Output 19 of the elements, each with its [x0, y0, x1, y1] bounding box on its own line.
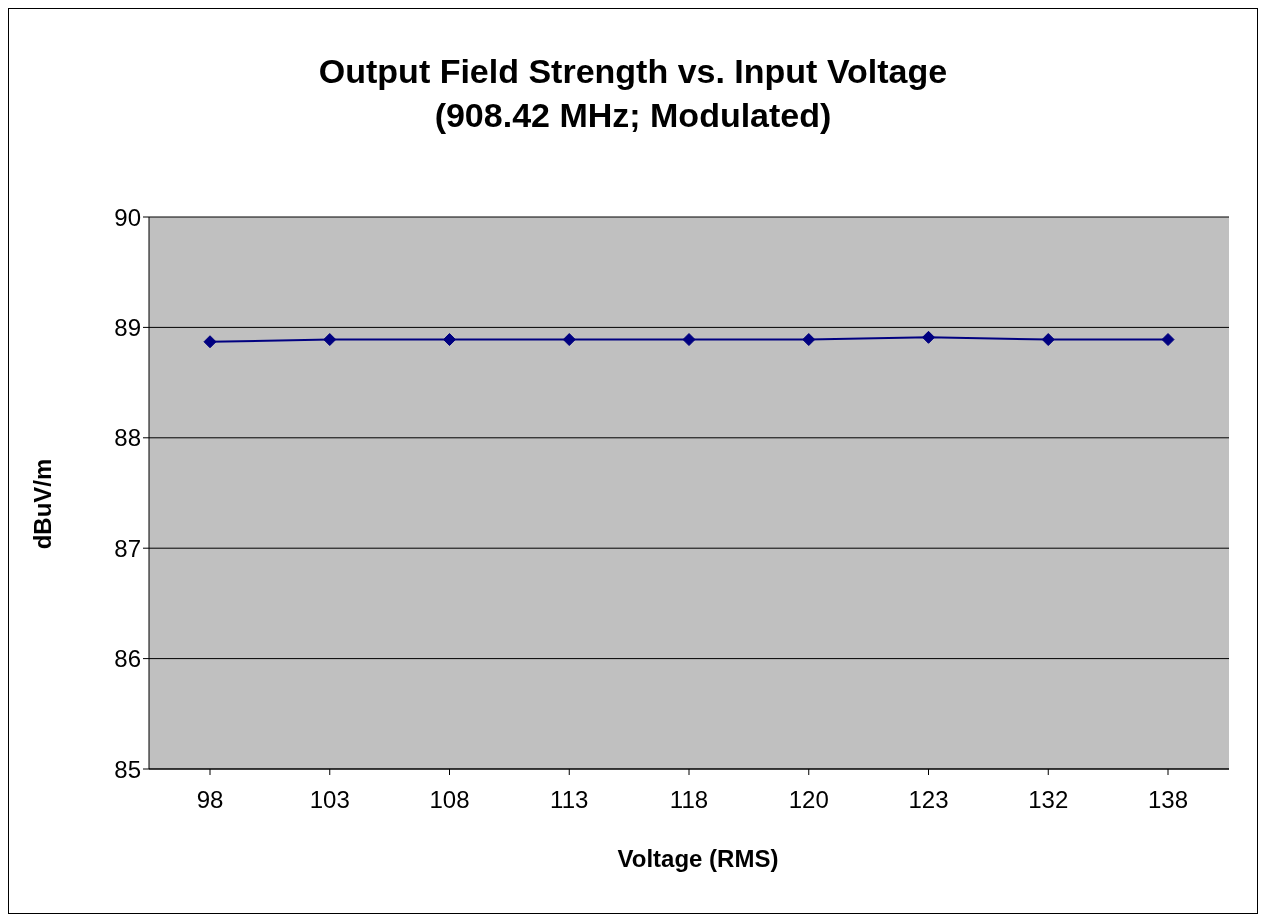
- y-tick-label: 87: [114, 534, 141, 562]
- y-axis-title: dBuV/m: [29, 458, 57, 550]
- x-tick-label: 138: [1147, 786, 1189, 814]
- y-tick-label: 88: [114, 424, 141, 452]
- y-tick-label: 90: [114, 203, 141, 231]
- x-tick-label: 132: [1028, 786, 1069, 814]
- x-tick-label: 108: [429, 786, 470, 814]
- chart-title: Output Field Strength vs. Input Voltage: [317, 51, 949, 92]
- x-tick-label: 103: [309, 786, 350, 814]
- y-tick-label: 89: [114, 313, 141, 341]
- chart-subtitle: (908.42 MHz; Modulated): [433, 95, 833, 136]
- y-tick-label: 86: [114, 645, 141, 673]
- x-axis-title: Voltage (RMS): [616, 844, 780, 874]
- x-tick-label: 123: [908, 786, 949, 814]
- x-tick-label: 98: [196, 786, 224, 814]
- y-tick-label: 85: [114, 755, 141, 783]
- x-tick-label: 120: [788, 786, 829, 814]
- x-tick-label: 118: [669, 786, 709, 814]
- x-tick-label: 113: [550, 786, 589, 814]
